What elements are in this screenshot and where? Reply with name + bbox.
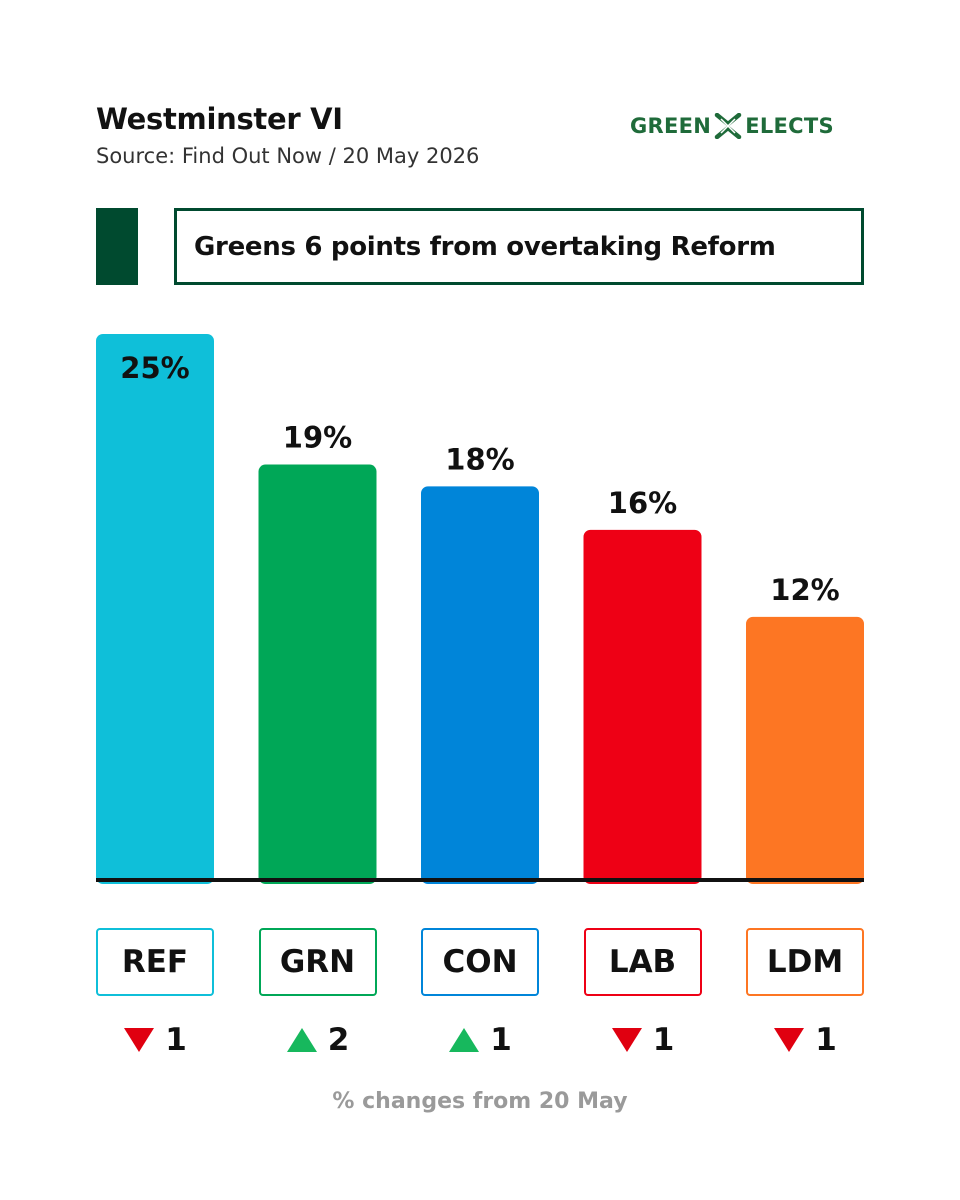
change-value-grn: 2 — [327, 1022, 350, 1058]
bar-value-ref: 25% — [120, 351, 189, 385]
party-label-lab: LAB — [583, 928, 702, 996]
change-value-con: 1 — [490, 1022, 512, 1058]
headline-text: Greens 6 points from overtaking Reform — [194, 231, 776, 262]
changes-footnote: % changes from 20 May — [332, 1089, 628, 1114]
change-grn: 2 — [259, 1022, 377, 1058]
triangle-up-icon — [449, 1028, 480, 1052]
bar-grn — [258, 464, 377, 884]
bar-lab — [583, 529, 702, 884]
change-ldm: 1 — [746, 1022, 864, 1058]
chart-title: Westminster VI — [96, 102, 343, 136]
change-lab: 1 — [584, 1022, 702, 1058]
chart-source: Source: Find Out Now / 20 May 2026 — [96, 144, 480, 168]
logo-text-green: GREEN — [630, 114, 712, 138]
bar-ldm — [746, 616, 864, 884]
change-value-lab: 1 — [652, 1022, 675, 1058]
bar-value-con: 18% — [445, 442, 514, 476]
change-value-ldm: 1 — [815, 1022, 837, 1058]
bar-con — [421, 486, 539, 884]
change-value-ref: 1 — [165, 1022, 187, 1058]
party-label-ref: REF — [96, 928, 214, 996]
bars-layer: 25% 19% 18% 16% 12% — [96, 334, 864, 884]
party-label-con: CON — [421, 928, 539, 996]
triangle-up-icon — [286, 1028, 317, 1052]
bar-value-grn: 19% — [283, 421, 352, 455]
triangle-down-icon — [774, 1028, 805, 1052]
headline-accent-block — [96, 208, 138, 285]
party-label-grn: GRN — [258, 928, 377, 996]
bar-value-lab: 16% — [608, 486, 677, 520]
change-con: 1 — [421, 1022, 539, 1058]
green-elects-logo: GREEN ELECTS — [630, 113, 834, 139]
x-mark-icon — [714, 113, 742, 139]
triangle-down-icon — [611, 1028, 642, 1052]
bar-value-ldm: 12% — [770, 573, 839, 607]
party-label-ldm: LDM — [746, 928, 864, 996]
headline-box: Greens 6 points from overtaking Reform — [174, 208, 864, 285]
logo-text-elects: ELECTS — [745, 114, 834, 138]
change-ref: 1 — [96, 1022, 214, 1058]
triangle-down-icon — [124, 1028, 155, 1052]
bar-ref — [96, 334, 214, 884]
